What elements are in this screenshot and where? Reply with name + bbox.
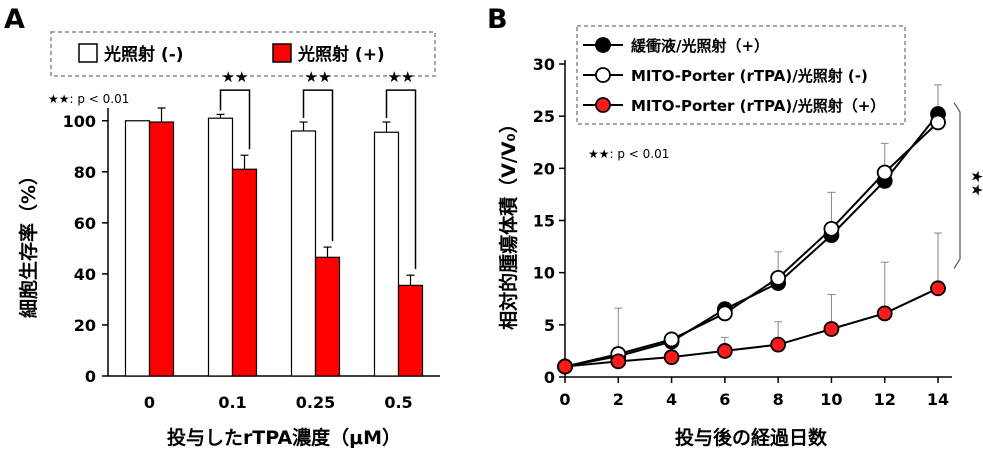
chart-b-sig-note-text: : p < 0.01 bbox=[610, 147, 670, 161]
chart-b-point bbox=[823, 220, 840, 237]
chart-a-y-tick-label: 60 bbox=[74, 214, 96, 233]
chart-a-legend-label-1: 光照射 (+) bbox=[297, 44, 385, 65]
chart-a-sig-marker: ★★ bbox=[222, 68, 249, 86]
chart-a-bar bbox=[397, 284, 424, 377]
chart-a-xlabel: 投与したrTPA濃度（μM） bbox=[167, 426, 401, 449]
chart-b-sig-note: ★★: p < 0.01 bbox=[588, 147, 669, 161]
chart-a-sig-bracket bbox=[302, 89, 334, 242]
chart-a-x-tick-label: 0.5 bbox=[384, 393, 412, 412]
chart-a-sig-marker: ★★ bbox=[305, 68, 332, 86]
chart-a-sig-note-text: : p < 0.01 bbox=[70, 92, 130, 106]
chart-b-sig-note-marker: ★★ bbox=[588, 147, 610, 161]
chart-a-y-tick-label: 100 bbox=[63, 112, 96, 131]
chart-b-point bbox=[663, 349, 680, 366]
chart-a-sig-note: ★★: p < 0.01 bbox=[48, 92, 129, 106]
chart-b-legend-frame bbox=[576, 25, 906, 125]
chart-b-legend-label: MITO-Porter (rTPA)/光照射 (-) bbox=[631, 67, 868, 85]
chart-a-sig-bracket bbox=[385, 89, 417, 270]
chart-a-legend-swatch-1 bbox=[272, 43, 292, 63]
chart-a-legend-frame bbox=[50, 31, 436, 77]
chart-a-ylabel: 細胞生存率（%） bbox=[17, 166, 40, 318]
chart-b-sig-marker: ★★ bbox=[968, 170, 983, 197]
chart-b-series-line bbox=[564, 121, 939, 368]
chart-b-ylabel: 相対的腫瘍体積（V/V₀） bbox=[497, 114, 520, 330]
chart-b-x-tick-label: 6 bbox=[719, 390, 730, 409]
chart-b-y-tick-label: 30 bbox=[533, 55, 555, 74]
chart-a-y-tick-label: 20 bbox=[74, 316, 96, 335]
chart-a: 光照射 (-) 光照射 (+) ★★: p < 0.01 細胞生存率（%） 投与… bbox=[17, 31, 440, 449]
chart-a-x-tick-label: 0.25 bbox=[296, 393, 335, 412]
chart-b-series-line bbox=[564, 287, 939, 368]
chart-a-y-tick-label: 0 bbox=[85, 367, 96, 386]
chart-a-sig-bracket bbox=[219, 89, 251, 150]
chart-b-point bbox=[823, 321, 840, 337]
chart-b-legend-label: 緩衝液/光照射（+） bbox=[631, 37, 769, 55]
chart-b-x-tick-label: 14 bbox=[927, 390, 949, 409]
chart-b-y-tick-label: 15 bbox=[533, 212, 555, 231]
chart-a-y-tick-label: 80 bbox=[74, 163, 96, 182]
chart-b-x-tick-label: 8 bbox=[773, 390, 784, 409]
chart-b-point bbox=[557, 358, 573, 375]
chart-b-point bbox=[663, 331, 680, 348]
chart-b-point bbox=[770, 269, 787, 286]
chart-b-x-tick-label: 10 bbox=[820, 390, 842, 409]
chart-a-bar bbox=[124, 120, 151, 377]
chart-a-legend-label-0: 光照射 (-) bbox=[103, 44, 184, 65]
chart-b-point bbox=[770, 336, 787, 353]
chart-b-point bbox=[930, 114, 946, 131]
chart-a-bar bbox=[207, 117, 234, 377]
chart-b-x-tick-label: 4 bbox=[666, 390, 677, 409]
chart-a-sig-note-marker: ★★ bbox=[48, 92, 70, 106]
chart-a-legend-swatch-0 bbox=[78, 43, 98, 63]
chart-b-y-tick-label: 10 bbox=[533, 264, 555, 283]
chart-b-point bbox=[876, 305, 893, 322]
chart-a-bar bbox=[373, 131, 400, 377]
chart-a-x-tick-label: 0.1 bbox=[218, 393, 246, 412]
chart-a-bar bbox=[231, 168, 258, 377]
chart-b-y-tick-label: 0 bbox=[544, 368, 555, 387]
chart-b-point bbox=[716, 343, 733, 359]
chart-a-bar bbox=[314, 256, 341, 377]
chart-b-point bbox=[716, 305, 733, 322]
chart-a-bar bbox=[290, 130, 317, 377]
chart-b-y-tick-label: 5 bbox=[544, 316, 555, 335]
chart-b-x-tick-label: 2 bbox=[613, 390, 624, 409]
chart-b-y-tick-label: 20 bbox=[533, 159, 555, 178]
chart-b-x-tick-label: 12 bbox=[874, 390, 896, 409]
chart-a-sig-marker: ★★ bbox=[388, 68, 415, 86]
chart-b-x-tick-label: 0 bbox=[559, 390, 570, 409]
chart-b-sig-bracket bbox=[953, 102, 961, 269]
chart-a-y-tick-label: 40 bbox=[74, 265, 96, 284]
panel-a-label: A bbox=[4, 4, 25, 35]
chart-a-x-tick-label: 0 bbox=[144, 393, 155, 412]
panel-b-label: B bbox=[487, 4, 508, 35]
chart-b-xlabel: 投与後の経過日数 bbox=[675, 426, 828, 449]
chart-b: ★★: p < 0.01 相対的腫瘍体積（V/V₀） 投与後の経過日数 0510… bbox=[497, 25, 983, 449]
chart-b-legend-marker bbox=[595, 37, 611, 53]
chart-b-point bbox=[876, 164, 893, 181]
chart-b-point bbox=[930, 280, 946, 297]
chart-b-y-tick-label: 25 bbox=[533, 107, 555, 126]
chart-b-point bbox=[610, 353, 627, 370]
chart-b-legend-marker bbox=[595, 97, 611, 113]
chart-a-bar bbox=[148, 121, 175, 377]
chart-b-legend-label: MITO-Porter (rTPA)/光照射（+） bbox=[631, 97, 885, 115]
chart-b-legend-marker bbox=[595, 67, 611, 83]
